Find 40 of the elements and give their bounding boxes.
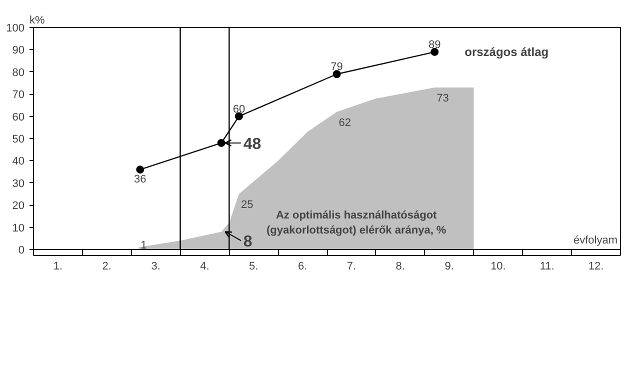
annotation: 48 — [243, 136, 262, 153]
x-tick-label: 3. — [151, 260, 160, 272]
data-label: 79 — [330, 61, 343, 74]
y-axis-title: k% — [30, 14, 45, 26]
x-tick-label: 11. — [540, 260, 554, 272]
text: országos átlag — [464, 44, 549, 59]
x-tick-label: 2. — [102, 260, 112, 272]
data-label: 1 — [140, 239, 147, 252]
x-tick-label: 12. — [588, 260, 604, 272]
y-tick-label: 20 — [12, 200, 25, 212]
x-axis-title: évfolyam — [573, 234, 618, 246]
y-tick-label: 0 — [18, 244, 25, 256]
y-tick-label: 40 — [12, 156, 25, 168]
y-tick-label: 30 — [12, 178, 25, 190]
data-label: 60 — [232, 103, 246, 116]
data-label: 36 — [134, 174, 146, 186]
point — [136, 166, 144, 174]
point — [332, 70, 341, 78]
x-tick-label: 1. — [53, 260, 63, 272]
point — [217, 138, 226, 147]
data-label: 62 — [338, 116, 352, 129]
data-label: 89 — [428, 38, 441, 51]
x-tick-label: 9. — [444, 260, 454, 272]
y-tick-label: 100 — [6, 22, 25, 34]
x-tick-label: 7. — [346, 260, 356, 272]
y-tick-label: 70 — [12, 89, 25, 102]
data-label: 25 — [240, 199, 254, 211]
data-label: 73 — [436, 92, 449, 104]
y-tick-label: 80 — [12, 66, 25, 79]
y-tick-label: 90 — [12, 44, 25, 57]
x-tick-label: 8. — [396, 260, 405, 272]
annotation: 8 — [243, 234, 252, 251]
x-tick-label: 4. — [200, 260, 210, 272]
series-label: Az optimális használhatóságot (gyakorlottságot) elérők aránya, % — [266, 210, 446, 236]
y-tick-label: 50 — [12, 134, 25, 146]
y-tick-label: 60 — [12, 111, 25, 124]
x-tick-label: 5. — [249, 260, 258, 272]
x-tick-label: 10. — [490, 260, 506, 272]
y-tick-label: 10 — [12, 222, 25, 234]
x-tick-label: 6. — [298, 260, 308, 272]
